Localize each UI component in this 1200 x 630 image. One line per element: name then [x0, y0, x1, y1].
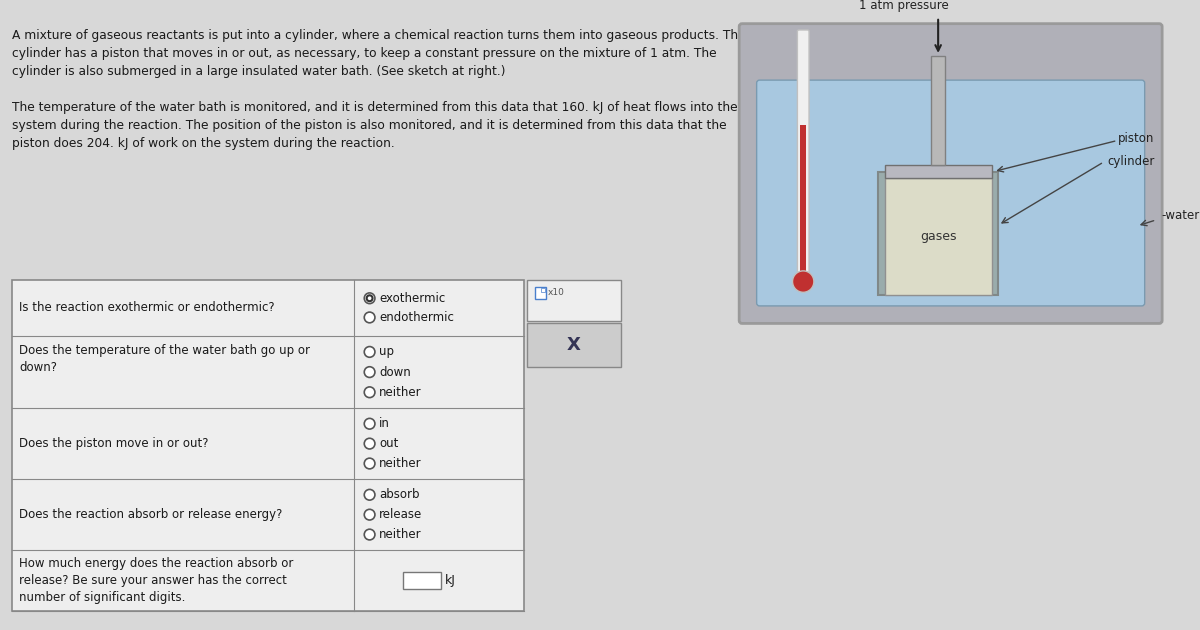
FancyBboxPatch shape [12, 280, 524, 610]
Circle shape [365, 312, 374, 323]
Text: absorb: absorb [379, 488, 420, 501]
Text: up: up [379, 345, 395, 358]
Text: X: X [566, 336, 581, 354]
Text: 1 atm pressure: 1 atm pressure [859, 0, 949, 12]
Circle shape [365, 529, 374, 540]
Text: piston does 204. kJ of work on the system during the reaction.: piston does 204. kJ of work on the syste… [12, 137, 395, 149]
Circle shape [365, 418, 374, 429]
Text: release: release [379, 508, 422, 521]
FancyBboxPatch shape [884, 165, 991, 178]
FancyBboxPatch shape [534, 287, 546, 299]
Text: Is the reaction exothermic or endothermic?: Is the reaction exothermic or endothermi… [19, 301, 275, 314]
Circle shape [365, 387, 374, 398]
Text: piston: piston [1118, 132, 1154, 145]
Text: neither: neither [379, 386, 422, 399]
Text: neither: neither [379, 528, 422, 541]
Text: Does the piston move in or out?: Does the piston move in or out? [19, 437, 209, 450]
Text: neither: neither [379, 457, 422, 470]
Text: system during the reaction. The position of the piston is also monitored, and it: system during the reaction. The position… [12, 118, 726, 132]
Text: exothermic: exothermic [379, 292, 445, 305]
Text: How much energy does the reaction absorb or
release? Be sure your answer has the: How much energy does the reaction absorb… [19, 557, 294, 604]
FancyBboxPatch shape [527, 323, 620, 367]
Text: cylinder is also submerged in a large insulated water bath. (See sketch at right: cylinder is also submerged in a large in… [12, 64, 505, 77]
Circle shape [365, 490, 374, 500]
FancyBboxPatch shape [878, 171, 998, 295]
Circle shape [365, 458, 374, 469]
Circle shape [365, 367, 374, 377]
Circle shape [367, 296, 372, 300]
FancyBboxPatch shape [541, 289, 545, 292]
Text: out: out [379, 437, 398, 450]
Circle shape [792, 271, 814, 292]
Text: in: in [379, 417, 390, 430]
FancyBboxPatch shape [402, 571, 442, 589]
Circle shape [365, 293, 374, 304]
Text: gases: gases [920, 231, 956, 243]
Text: cylinder has a piston that moves in or out, as necessary, to keep a constant pre: cylinder has a piston that moves in or o… [12, 47, 716, 59]
FancyBboxPatch shape [757, 80, 1145, 306]
Text: A mixture of gaseous reactants is put into a cylinder, where a chemical reaction: A mixture of gaseous reactants is put in… [12, 28, 745, 42]
FancyBboxPatch shape [884, 178, 991, 295]
Text: Does the temperature of the water bath go up or
down?: Does the temperature of the water bath g… [19, 344, 311, 374]
Circle shape [365, 438, 374, 449]
Text: Does the reaction absorb or release energy?: Does the reaction absorb or release ener… [19, 508, 283, 521]
Circle shape [365, 346, 374, 357]
FancyBboxPatch shape [527, 280, 620, 321]
Text: kJ: kJ [445, 574, 456, 587]
FancyBboxPatch shape [931, 56, 944, 165]
Text: -water: -water [1162, 209, 1200, 222]
Circle shape [365, 509, 374, 520]
Text: endothermic: endothermic [379, 311, 454, 324]
Text: cylinder: cylinder [1106, 156, 1154, 168]
FancyBboxPatch shape [739, 24, 1162, 323]
FancyBboxPatch shape [797, 30, 809, 285]
Text: The temperature of the water bath is monitored, and it is determined from this d: The temperature of the water bath is mon… [12, 101, 737, 113]
Text: x10: x10 [548, 289, 565, 297]
Text: down: down [379, 365, 412, 379]
Circle shape [366, 294, 373, 302]
FancyBboxPatch shape [800, 125, 806, 282]
